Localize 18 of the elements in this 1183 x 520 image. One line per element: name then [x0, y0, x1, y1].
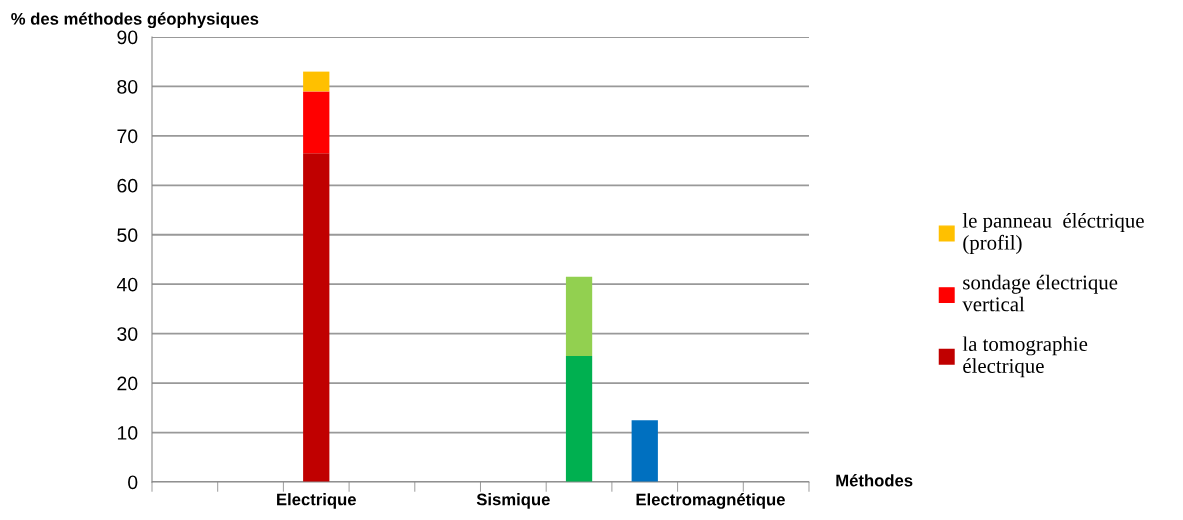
y-tick-label: 70: [117, 129, 138, 144]
y-tick-label: 0: [128, 475, 138, 490]
x-tick-label: Sismique: [476, 493, 550, 509]
y-tick-label: 80: [117, 79, 138, 94]
legend-label: sondage électrique vertical: [962, 274, 1118, 312]
y-tick-label: 40: [116, 277, 138, 292]
x-tick-label: Electromagnétique: [636, 493, 785, 509]
y-tick-label: 30: [117, 327, 138, 341]
legend-label: le panneau éléctrique (profil): [962, 213, 1144, 254]
x-axis-title: Méthodes: [836, 474, 913, 487]
y-tick-label: 20: [117, 376, 138, 391]
legend-label: la tomographie électrique: [962, 336, 1088, 378]
y-axis-title: % des méthodes géophysiques: [11, 12, 259, 29]
y-tick-label: 90: [117, 30, 138, 45]
y-tick-label: 50: [117, 228, 138, 243]
y-tick-label: 10: [117, 426, 138, 440]
x-tick-label: Electrique: [277, 493, 356, 509]
y-tick-label: 60: [117, 178, 138, 193]
